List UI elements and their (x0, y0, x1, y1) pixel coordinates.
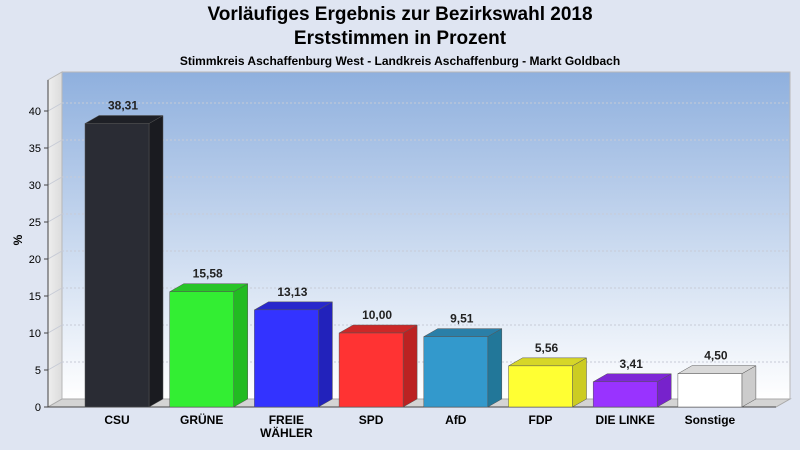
y-tick-label: 20 (29, 254, 41, 266)
chart-subtitle: Stimmkreis Aschaffenburg West - Landkrei… (179, 54, 621, 68)
bar-front (84, 123, 150, 408)
bar-die-linke (592, 373, 673, 408)
gridline-side (47, 287, 63, 297)
bar-side (233, 283, 248, 408)
bar-top (676, 365, 757, 374)
data-label: 4,50 (704, 349, 728, 363)
bar-front (338, 332, 404, 408)
bar-top (338, 324, 419, 334)
y-tick-label: 10 (29, 328, 41, 340)
bar-freie-wähler (253, 301, 334, 408)
bar-afd (422, 328, 503, 408)
chart-title-line1: Vorläufiges Ergebnis zur Bezirkswahl 201… (207, 4, 593, 25)
gridline-side (47, 324, 63, 334)
data-label: 10,00 (362, 308, 392, 322)
bar-side (572, 357, 587, 408)
bar-side (487, 328, 503, 408)
gridline-side (47, 361, 63, 371)
data-label: 5,56 (535, 341, 559, 355)
x-tick-label: WÄHLER (260, 425, 313, 440)
data-label: 38,31 (108, 99, 138, 113)
bar-sonstige (676, 365, 757, 408)
bar-side (318, 301, 333, 408)
bar-front (254, 309, 319, 408)
data-label: 13,13 (277, 285, 307, 299)
bar-side (402, 324, 418, 408)
bar-top (84, 115, 164, 124)
bar-fdp (507, 357, 588, 408)
gridline-side (47, 213, 63, 223)
y-tick-label: 40 (29, 106, 41, 118)
y-tick-label: 5 (35, 365, 41, 377)
gridline-side (47, 250, 63, 260)
bar-side (148, 115, 164, 408)
bar-front (677, 373, 743, 408)
bar-top (507, 357, 588, 367)
x-tick-label: GRÜNE (180, 412, 223, 427)
data-label: 3,41 (620, 357, 644, 371)
bar-top (253, 301, 334, 311)
x-tick-label: Sonstige (685, 413, 736, 427)
bar-front (508, 365, 573, 408)
gridline-side (47, 139, 63, 149)
y-tick-label: 25 (29, 217, 41, 229)
bar-top (592, 373, 673, 383)
y-tick-label: 30 (29, 180, 41, 192)
x-tick-label: FDP (529, 413, 553, 427)
x-tick-label: CSU (104, 413, 129, 427)
bar-grüne (168, 283, 249, 408)
x-tick-label: FREIE (269, 413, 304, 427)
bar-front (169, 291, 234, 408)
x-tick-label: SPD (359, 413, 384, 427)
y-tick-label: 35 (29, 143, 41, 155)
bar-front (423, 336, 489, 408)
bar-top (422, 328, 503, 337)
y-tick-label: 15 (29, 291, 41, 303)
chart-title-line2: Erststimmen in Prozent (293, 28, 507, 49)
bar-top (168, 283, 249, 292)
y-axis-label: % (11, 234, 25, 245)
bar-front (592, 381, 658, 408)
plot-side-wall (47, 71, 63, 408)
bar-spd (338, 324, 419, 408)
data-label: 15,58 (193, 267, 223, 281)
x-tick-label: AfD (445, 413, 467, 427)
bar-csu (84, 115, 164, 408)
y-tick-label: 0 (35, 402, 41, 414)
gridline-side (47, 102, 63, 112)
gridline-side (47, 176, 63, 186)
data-label: 9,51 (450, 312, 474, 326)
x-tick-label: DIE LINKE (596, 413, 655, 427)
